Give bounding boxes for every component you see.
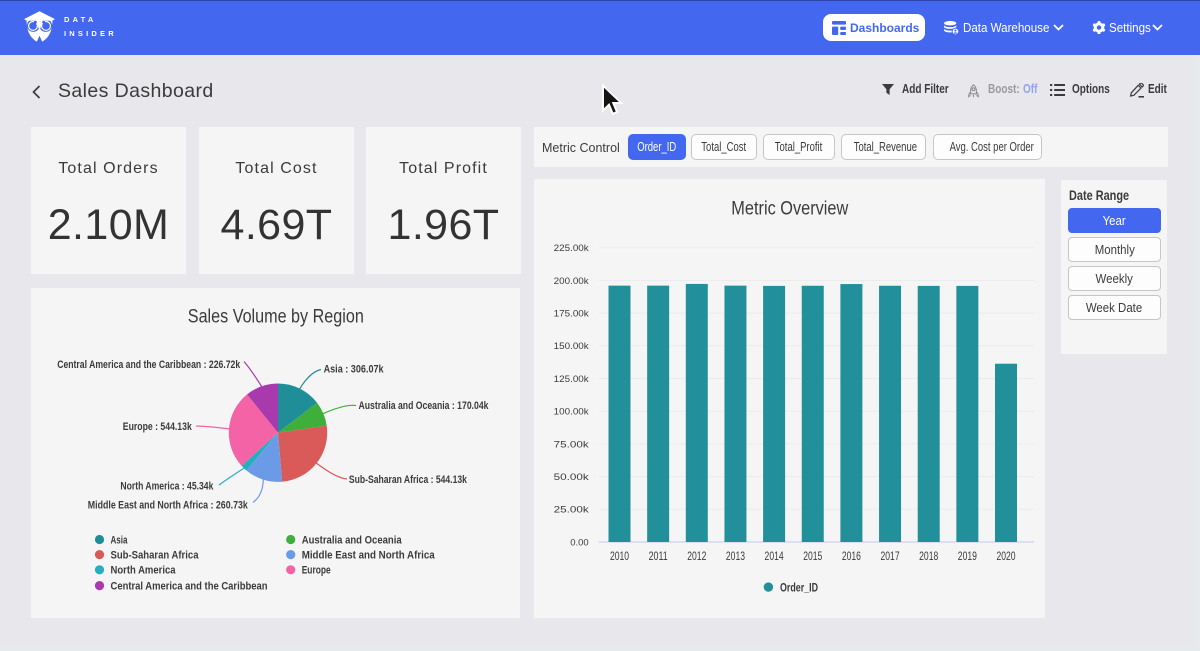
svg-text:150.00k: 150.00k (554, 341, 589, 352)
svg-text:Europe : 544.13k: Europe : 544.13k (123, 421, 193, 433)
svg-text:Middle East and North Africa: Middle East and North Africa (302, 550, 436, 562)
svg-text:225.00k: 225.00k (554, 243, 589, 254)
svg-text:2015: 2015 (803, 549, 822, 563)
svg-text:2019: 2019 (958, 549, 977, 563)
svg-text:North America: North America (111, 565, 177, 577)
svg-text:2017: 2017 (881, 549, 900, 563)
svg-text:125.00k: 125.00k (554, 374, 589, 385)
svg-text:North America : 45.34k: North America : 45.34k (120, 480, 214, 492)
svg-text:200.00k: 200.00k (554, 276, 589, 287)
svg-text:Australia and Oceania : 170.04: Australia and Oceania : 170.04k (359, 400, 490, 412)
svg-text:2016: 2016 (842, 549, 861, 563)
svg-text:Central America and the Caribb: Central America and the Caribbean (111, 581, 268, 593)
svg-text:Europe: Europe (302, 565, 331, 577)
svg-text:Sub-Saharan Africa: Sub-Saharan Africa (111, 550, 200, 562)
svg-text:Sales Volume by Region: Sales Volume by Region (188, 306, 364, 327)
svg-text:Middle East and North Africa :: Middle East and North Africa : 260.73k (88, 500, 249, 512)
svg-text:100.00k: 100.00k (554, 407, 589, 418)
svg-text:Metric Overview: Metric Overview (731, 198, 848, 219)
svg-text:2014: 2014 (765, 549, 784, 563)
svg-text:50.00k: 50.00k (554, 472, 589, 483)
svg-text:Australia and Oceania: Australia and Oceania (302, 534, 403, 546)
svg-text:2010: 2010 (610, 549, 629, 563)
svg-text:2012: 2012 (687, 549, 706, 563)
svg-text:Asia : 306.07k: Asia : 306.07k (324, 364, 385, 376)
svg-text:2013: 2013 (726, 549, 745, 563)
svg-text:Central America and the Caribb: Central America and the Caribbean : 226.… (57, 359, 241, 371)
svg-text:0.00: 0.00 (570, 537, 589, 548)
svg-text:2011: 2011 (649, 549, 668, 563)
svg-text:25.00k: 25.00k (554, 505, 589, 516)
svg-text:Sub-Saharan Africa : 544.13k: Sub-Saharan Africa : 544.13k (349, 474, 468, 486)
svg-text:2020: 2020 (996, 549, 1015, 563)
svg-text:2018: 2018 (919, 549, 938, 563)
svg-text:Order_ID: Order_ID (780, 580, 818, 594)
svg-text:Asia: Asia (111, 534, 129, 546)
svg-text:75.00k: 75.00k (554, 439, 589, 450)
svg-text:175.00k: 175.00k (554, 309, 589, 320)
